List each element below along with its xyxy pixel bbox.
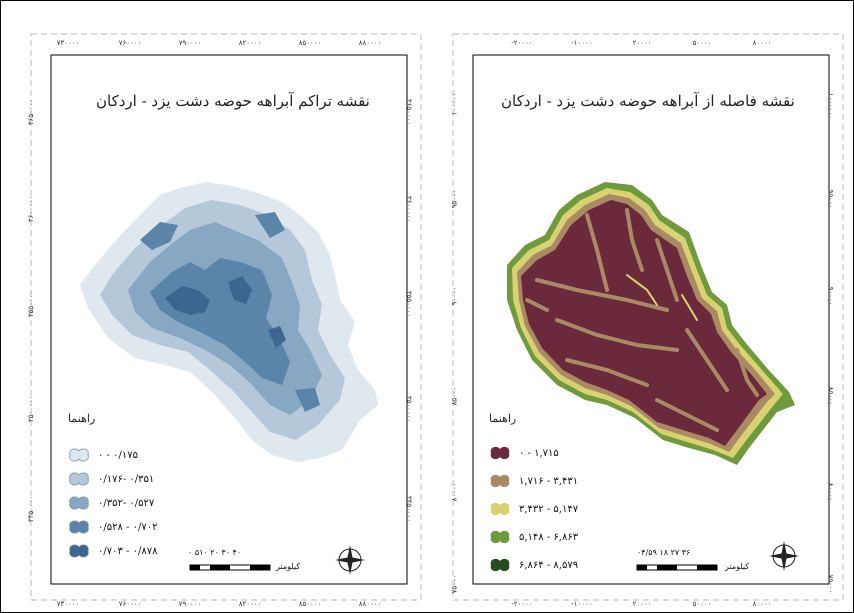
legend-label: ۰/۵۲۸ - ۰/۷۰۲ xyxy=(98,521,158,533)
distance-basin xyxy=(507,182,795,465)
top-tick: ۷۶۰۰۰۰ xyxy=(118,39,142,47)
bottom-tick: ۸۲۰۰۰۰ xyxy=(238,600,262,608)
top-tick: ۸۵۰۰۰۰ xyxy=(298,39,322,47)
density-legend-title: راهنما xyxy=(68,412,96,425)
legend-swatch xyxy=(490,530,510,544)
top-tick: ۷۹۰۰۰۰ xyxy=(178,39,202,47)
left-side-tick: ۱۰۰۰۰۰ xyxy=(450,92,459,116)
left-side-tick: ۸۵۰۰۰ xyxy=(450,386,459,406)
top-tick: ۸۲۰۰۰۰ xyxy=(238,39,262,47)
legend-label: ۳,۴۳۲ - ۵,۱۴۷ xyxy=(519,503,579,515)
legend-item: ۰ - ۱,۷۱۵ xyxy=(489,444,559,462)
distance-legend-title: راهنما xyxy=(489,412,517,425)
legend-swatch xyxy=(490,502,510,516)
distance-map-svg xyxy=(452,33,844,601)
outer-grid-frame xyxy=(452,33,844,601)
legend-label: ۰/۳۵۲- ۰/۵۲۷ xyxy=(98,497,155,509)
top-tick: ۸۸۰۰۰۰ xyxy=(358,39,382,47)
legend-label: ۱,۷۱۶ - ۳,۴۳۱ xyxy=(519,475,579,487)
distance-scale-numbers: ۰۴/۵۹ ۱۸ ۲۷ ۳۶ xyxy=(637,548,691,557)
stream-buffers xyxy=(525,208,759,432)
right-side-tick: ۸۵۰۰۰ xyxy=(826,386,835,406)
density-scale-numbers: ۰ ۵۱۰ ۲۰ ۳۰ ۴۰ xyxy=(188,548,242,557)
top-tick: ۵۰۰۰۰ xyxy=(692,39,712,47)
legend-swatch xyxy=(490,474,510,488)
legend-item: ۰ - ۰/۱۷۵ xyxy=(68,446,138,464)
legend-swatch xyxy=(69,472,89,486)
top-tick: -۱۰۰۰۰ xyxy=(571,39,593,47)
legend-item: ۰/۷۰۳ - ۰/۸۷۸ xyxy=(68,542,157,560)
legend-item: ۰/۳۵۲- ۰/۵۲۷ xyxy=(68,494,154,512)
legend-label: ۰/۱۷۶- ۰/۳۵۱ xyxy=(98,473,155,485)
legend-swatch xyxy=(69,520,89,534)
bottom-tick: -۱۰۰۰۰ xyxy=(571,600,593,608)
left-side-tick: ۸۰۰۰۰ xyxy=(450,482,459,502)
right-side-tick: ۳۴۵۰۰۰۰ xyxy=(405,495,414,523)
legend-swatch xyxy=(69,544,89,558)
distance-map-title: نقشه فاصله از آبراهه حوضه دشت یزد - اردک… xyxy=(501,92,795,110)
bottom-tick: ۷۹۰۰۰۰ xyxy=(178,600,202,608)
top-tick: ۲۰۰۰۰ xyxy=(632,39,652,47)
right-side-tick: ۸۰۰۰۰ xyxy=(826,482,835,502)
top-tick: ۸۰۰۰۰ xyxy=(752,39,772,47)
left-side-tick: ۳۶۵۰۰۰۰ xyxy=(27,98,36,126)
right-side-tick: ۳۶۰۰۰۰۰ xyxy=(405,195,414,223)
right-side-tick: ۳۶۵۰۰۰۰ xyxy=(405,98,414,126)
legend-item: ۰/۱۷۶- ۰/۳۵۱ xyxy=(68,470,154,488)
distance-map-panel: نقشه فاصله از آبراهه حوضه دشت یزد - اردک… xyxy=(427,0,854,613)
legend-item: ۶,۸۶۴ - ۸,۵۷۹ xyxy=(489,556,578,574)
legend-label: ۰ - ۰/۱۷۵ xyxy=(98,449,138,461)
density-map-panel: نقشه تراکم آبراهه حوضه دشت یزد - اردکان … xyxy=(27,33,422,608)
bottom-tick: ۷۶۰۰۰۰ xyxy=(118,600,142,608)
density-basin xyxy=(80,182,378,462)
bottom-tick: ۵۰۰۰۰ xyxy=(692,600,712,608)
right-side-tick: ۳۵۰۰۰۰۰ xyxy=(405,395,414,423)
left-side-tick: ۷۵۰۰۰ xyxy=(450,574,459,594)
legend-label: ۶,۸۶۴ - ۸,۵۷۹ xyxy=(519,559,579,571)
legend-item: ۰/۵۲۸ - ۰/۷۰۲ xyxy=(68,518,157,536)
left-side-tick: ۳۵۰۰۰۰۰ xyxy=(27,395,36,423)
legend-swatch xyxy=(490,446,510,460)
left-side-tick: ۹۰۰۰۰ xyxy=(450,286,459,306)
right-side-tick: ۳۵۵۰۰۰۰ xyxy=(405,290,414,318)
right-side-tick: ۹۵۰۰۰ xyxy=(826,189,835,209)
right-side-tick: ۹۰۰۰۰ xyxy=(826,286,835,306)
legend-item: ۱,۷۱۶ - ۳,۴۳۱ xyxy=(489,472,578,490)
bottom-tick: ۸۸۰۰۰۰ xyxy=(358,600,382,608)
top-tick: ۷۳۰۰۰۰ xyxy=(56,39,80,47)
legend-label: ۵,۱۴۸ - ۶,۸۶۳ xyxy=(519,531,579,543)
left-side-tick: ۳۵۵۰۰۰۰ xyxy=(27,290,36,318)
legend-item: ۳,۴۳۲ - ۵,۱۴۷ xyxy=(489,500,578,518)
left-side-tick: ۳۴۵۰۰۰۰ xyxy=(27,495,36,523)
density-map-svg xyxy=(30,33,422,601)
distance-scale-unit: کیلومتر xyxy=(725,562,750,571)
legend-item: ۵,۱۴۸ - ۶,۸۶۳ xyxy=(489,528,578,546)
right-side-tick: ۷۵۰۰۰ xyxy=(826,574,835,594)
distance-scale-bar xyxy=(636,564,718,571)
outer-grid-frame xyxy=(30,33,422,601)
north-arrow-icon xyxy=(769,541,799,571)
legend-label: ۰/۷۰۳ - ۰/۸۷۸ xyxy=(98,545,158,557)
bottom-tick: ۸۵۰۰۰۰ xyxy=(298,600,322,608)
north-arrow-icon xyxy=(335,545,365,575)
bottom-tick: ۲۰۰۰۰ xyxy=(632,600,652,608)
bottom-tick: -۲۰۰۰۰ xyxy=(511,600,533,608)
density-scale-bar xyxy=(189,564,271,571)
top-tick: -۲۰۰۰۰ xyxy=(511,39,533,47)
left-side-tick: ۹۵۰۰۰ xyxy=(450,189,459,209)
legend-swatch xyxy=(69,448,89,462)
bottom-tick: ۸۰۰۰۰ xyxy=(752,600,772,608)
legend-swatch xyxy=(490,558,510,572)
right-side-tick: ۱۰۰۰۰۰ xyxy=(826,92,835,116)
legend-swatch xyxy=(69,496,89,510)
density-map-title: نقشه تراکم آبراهه حوضه دشت یزد - اردکان xyxy=(96,92,370,110)
density-scale-unit: کیلومتر xyxy=(276,562,301,571)
legend-label: ۰ - ۱,۷۱۵ xyxy=(519,447,559,459)
bottom-tick: ۷۳۰۰۰۰ xyxy=(56,600,80,608)
left-side-tick: ۳۶۰۰۰۰۰ xyxy=(27,195,36,223)
